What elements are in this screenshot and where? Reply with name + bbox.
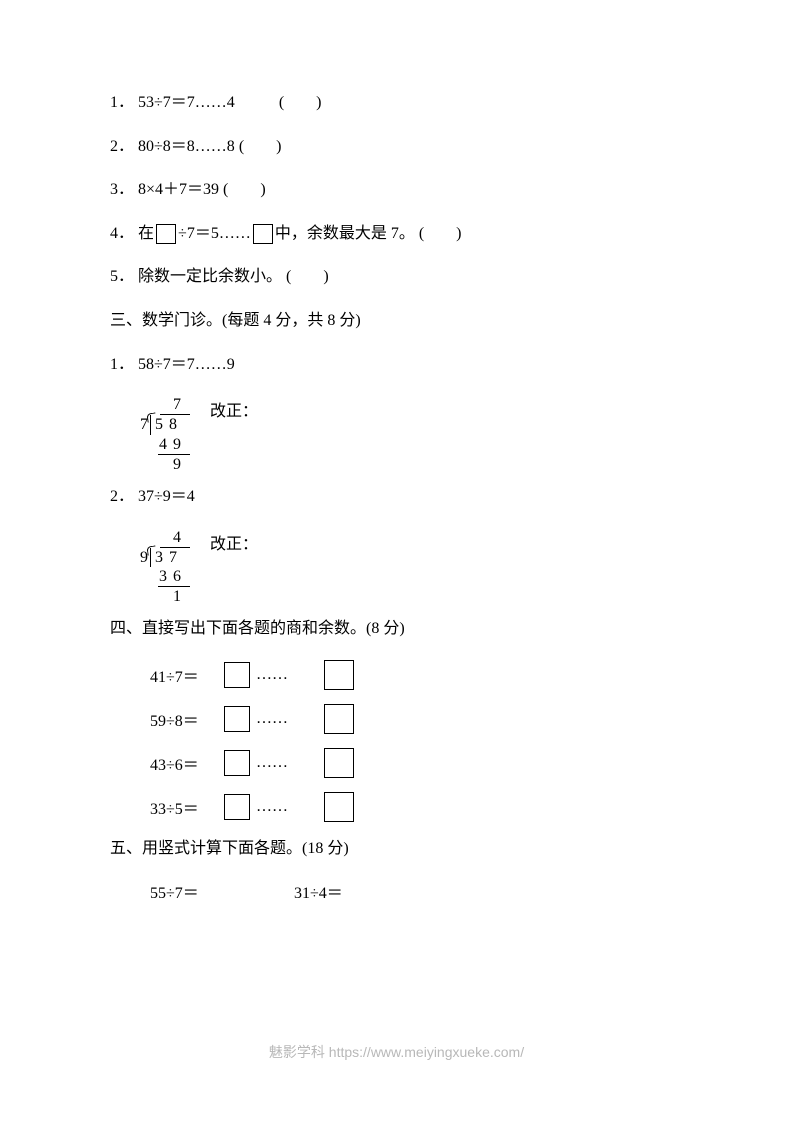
- q-num: 4．: [110, 225, 134, 242]
- q-num: 1．: [110, 94, 134, 111]
- correction-label: 改正：: [210, 395, 258, 421]
- page-footer: 魅影学科 https://www.meiyingxueke.com/: [0, 1042, 793, 1062]
- vc-item-2: 31÷4＝: [294, 879, 434, 903]
- q-text: 8×4＋7＝39: [138, 181, 219, 198]
- tf-question-5: 5． 除数一定比余数小。 ( ): [110, 264, 683, 290]
- q-mid1: ÷7＝5……: [178, 225, 251, 242]
- answer-box: [324, 792, 354, 822]
- tf-question-4: 4． 在 ÷7＝5…… 中，余数最大是 7。 ( ): [110, 221, 683, 247]
- qr-expr: 33÷5＝: [150, 795, 220, 819]
- blank-box: [253, 224, 273, 244]
- q-num: 5．: [110, 268, 134, 285]
- tf-question-2: 2． 80÷8＝8……8 ( ): [110, 134, 683, 160]
- q-text: 53÷7＝7……4: [138, 94, 235, 111]
- ld-dividend: 5 8: [155, 415, 178, 434]
- ld-rem: 1: [158, 587, 190, 606]
- long-division-1: 7 7 5 8 4 9 9: [140, 395, 190, 474]
- long-division-2: 4 9 3 7 3 6 1: [140, 528, 190, 607]
- ld-dividend: 3 7: [155, 548, 178, 567]
- qr-expr: 59÷8＝: [150, 707, 220, 731]
- qr-dots: ……: [256, 666, 288, 684]
- ld-quotient: 4: [160, 528, 190, 548]
- qr-row-3: 43÷6＝ ……: [150, 748, 683, 778]
- q-mid2: 中，余数最大是 7。: [275, 225, 415, 242]
- q-paren: ( ): [239, 138, 282, 155]
- ld-sub: 3 6: [158, 567, 190, 587]
- q-expr: 58÷7＝7……9: [138, 356, 235, 373]
- qr-row-1: 41÷7＝ ……: [150, 660, 683, 690]
- q-num: 2．: [110, 488, 134, 505]
- section-3-title: 三、数学门诊。(每题 4 分，共 8 分): [110, 308, 683, 334]
- answer-box: [224, 706, 250, 732]
- clinic-division-2: 4 9 3 7 3 6 1 改正：: [110, 528, 683, 607]
- clinic-item-2: 2． 37÷9＝4: [110, 484, 683, 510]
- section-4-title: 四、直接写出下面各题的商和余数。(8 分): [110, 616, 683, 642]
- q-text: 除数一定比余数小。: [138, 268, 282, 285]
- answer-box: [324, 660, 354, 690]
- qr-dots: ……: [256, 798, 288, 816]
- vertical-calc-row: 55÷7＝ 31÷4＝: [150, 879, 683, 903]
- answer-box: [224, 794, 250, 820]
- q-num: 1．: [110, 356, 134, 373]
- q-paren: ( ): [279, 94, 322, 111]
- answer-box: [224, 750, 250, 776]
- section-5-title: 五、用竖式计算下面各题。(18 分): [110, 836, 683, 862]
- q-pre: 在: [138, 225, 154, 242]
- blank-box: [156, 224, 176, 244]
- qr-row-4: 33÷5＝ ……: [150, 792, 683, 822]
- qr-expr: 43÷6＝: [150, 751, 220, 775]
- qr-row-2: 59÷8＝ ……: [150, 704, 683, 734]
- qr-dots: ……: [256, 710, 288, 728]
- q-expr: 37÷9＝4: [138, 488, 195, 505]
- tf-question-3: 3． 8×4＋7＝39 ( ): [110, 177, 683, 203]
- ld-sub: 4 9: [158, 435, 190, 455]
- ld-quotient: 7: [160, 395, 190, 415]
- answer-box: [324, 704, 354, 734]
- q-paren: ( ): [286, 268, 329, 285]
- clinic-item-1: 1． 58÷7＝7……9: [110, 352, 683, 378]
- clinic-division-1: 7 7 5 8 4 9 9 改正：: [110, 395, 683, 474]
- correction-label: 改正：: [210, 528, 258, 554]
- q-num: 3．: [110, 181, 134, 198]
- ld-rem: 9: [158, 455, 190, 474]
- qr-dots: ……: [256, 754, 288, 772]
- q-text: 80÷8＝8……8: [138, 138, 235, 155]
- tf-question-1: 1． 53÷7＝7……4 ( ): [110, 90, 683, 116]
- qr-expr: 41÷7＝: [150, 663, 220, 687]
- q-paren: ( ): [419, 225, 462, 242]
- q-num: 2．: [110, 138, 134, 155]
- answer-box: [224, 662, 250, 688]
- q-paren: ( ): [223, 181, 266, 198]
- vc-item-1: 55÷7＝: [150, 879, 290, 903]
- answer-box: [324, 748, 354, 778]
